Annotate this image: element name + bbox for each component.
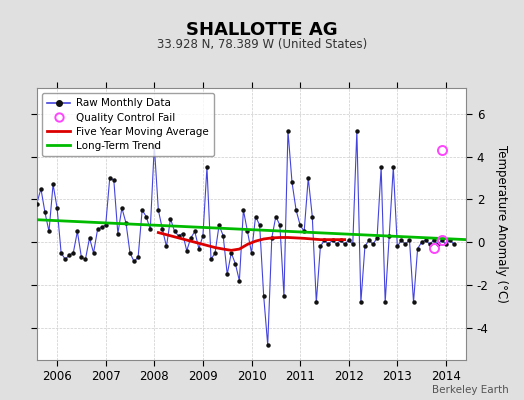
Legend: Raw Monthly Data, Quality Control Fail, Five Year Moving Average, Long-Term Tren: Raw Monthly Data, Quality Control Fail, … bbox=[42, 93, 214, 156]
Text: SHALLOTTE AG: SHALLOTTE AG bbox=[186, 21, 338, 39]
Text: Berkeley Earth: Berkeley Earth bbox=[432, 385, 508, 395]
Text: 33.928 N, 78.389 W (United States): 33.928 N, 78.389 W (United States) bbox=[157, 38, 367, 51]
Y-axis label: Temperature Anomaly (°C): Temperature Anomaly (°C) bbox=[495, 145, 508, 303]
